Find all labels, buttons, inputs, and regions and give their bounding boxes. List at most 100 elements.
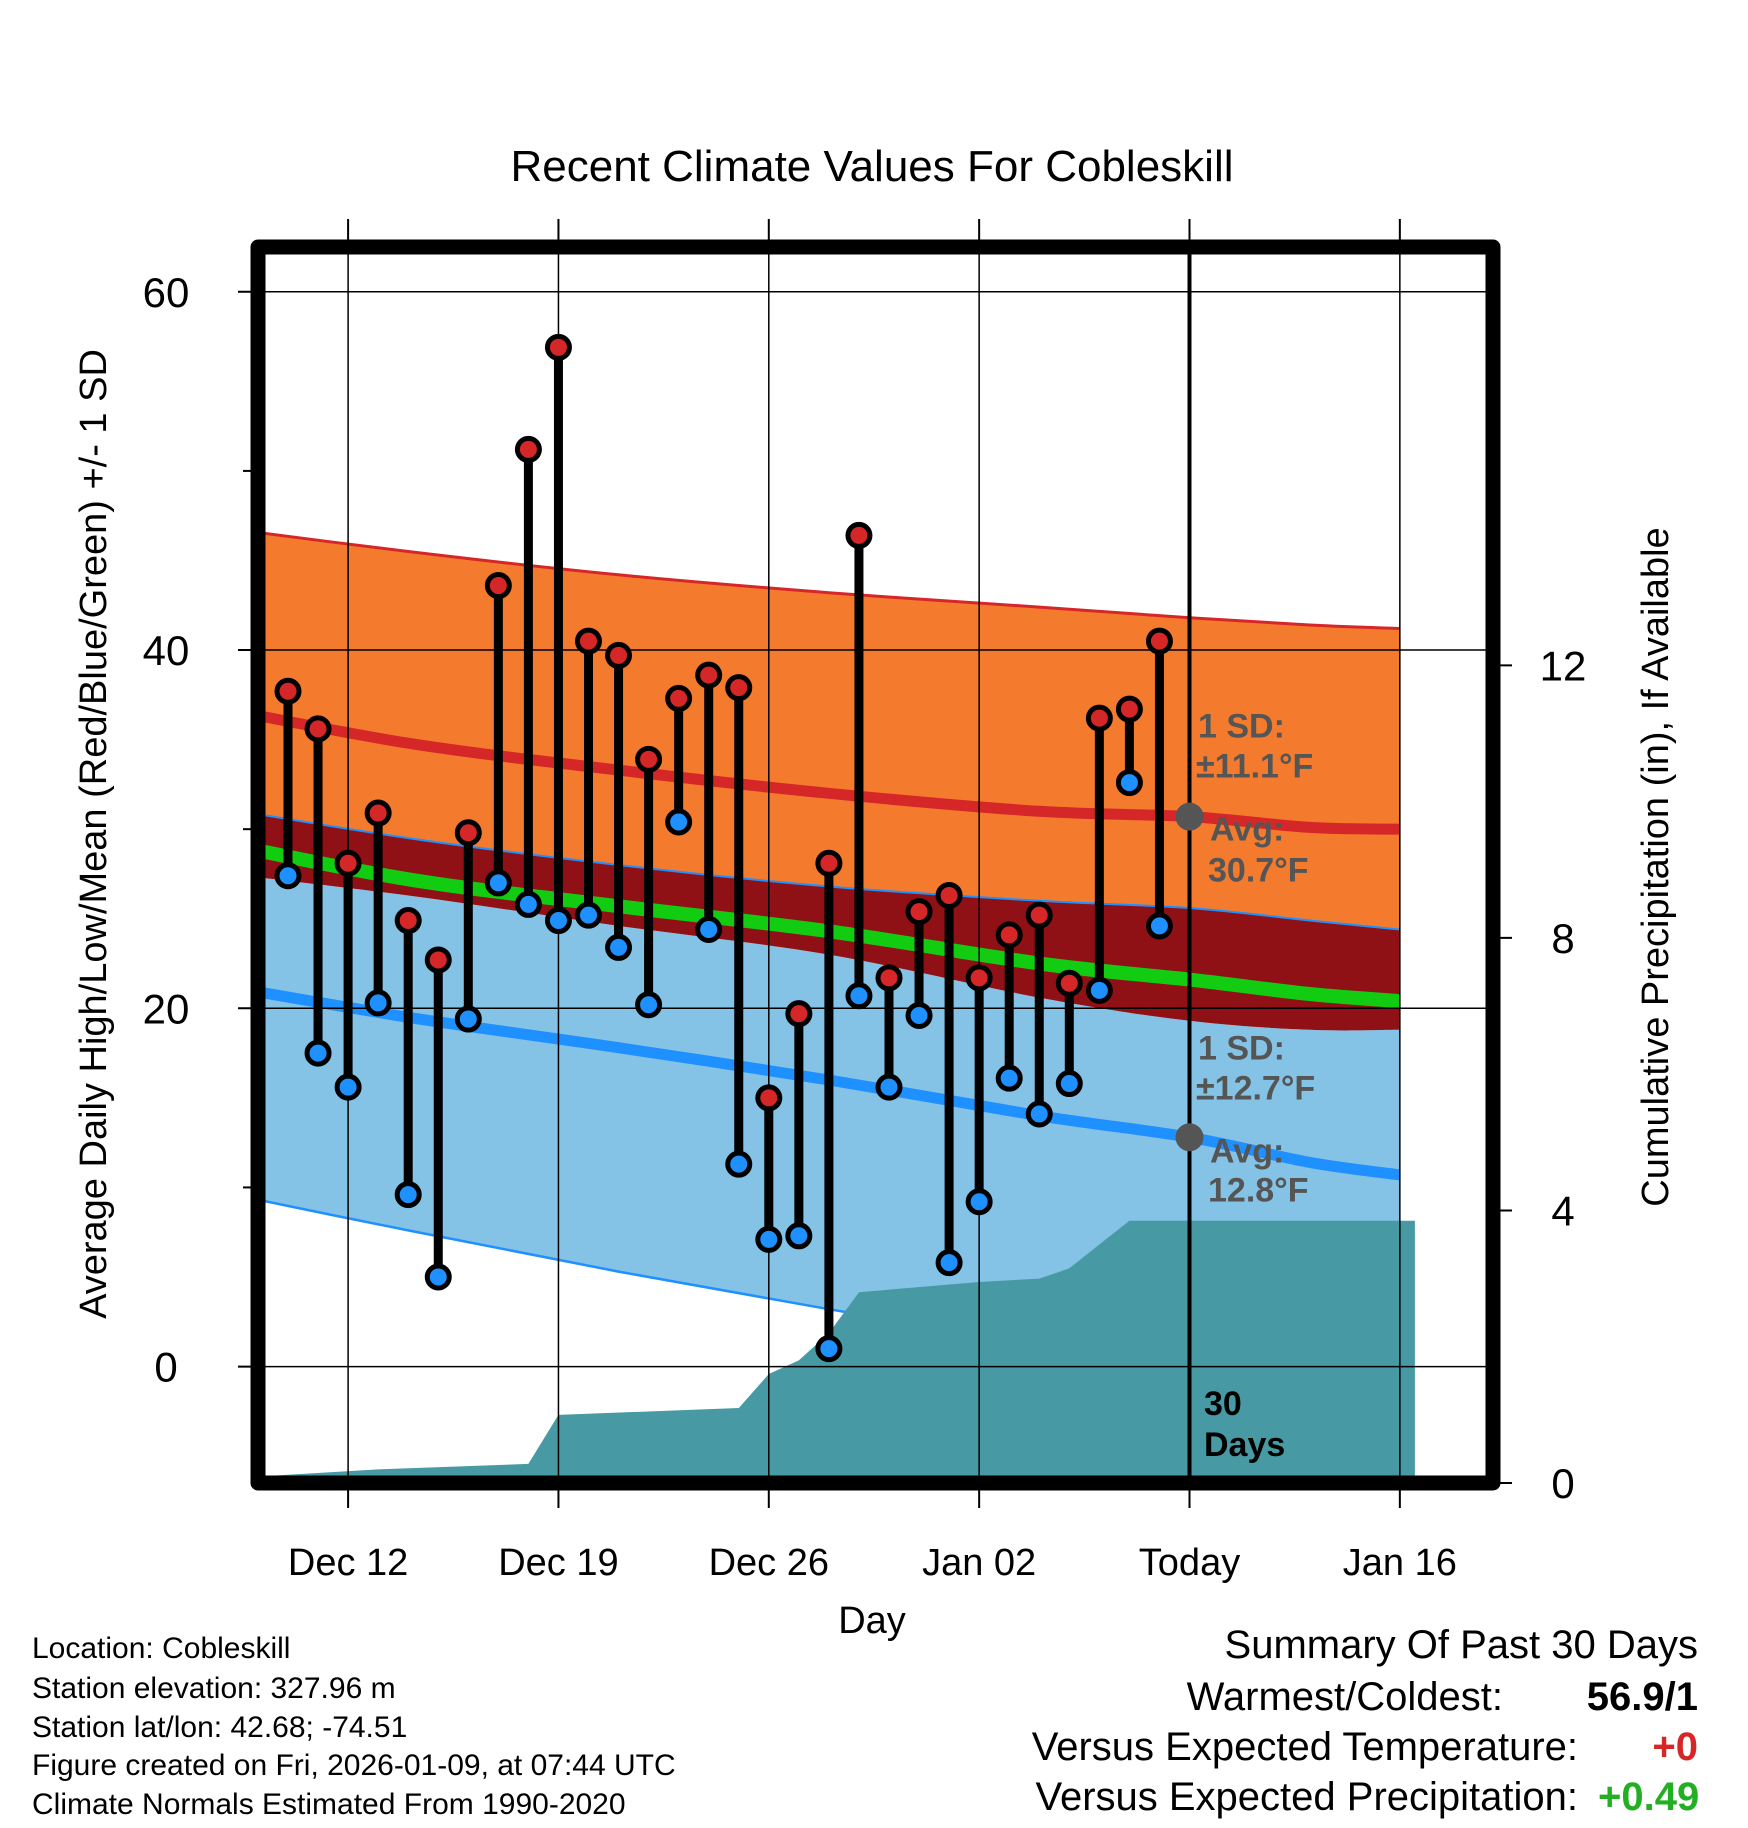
x-tick-label: Today	[1139, 1542, 1240, 1584]
x-tick-label: Dec 12	[288, 1542, 408, 1584]
info-normals: Climate Normals Estimated From 1990-2020	[32, 1788, 626, 1821]
daily-high-point	[875, 964, 903, 992]
daily-low-point	[755, 1225, 783, 1253]
daily-high-point	[1025, 901, 1053, 929]
x-tick-label: Jan 16	[1343, 1542, 1457, 1584]
today-low-avg-marker	[1175, 1123, 1204, 1152]
x-tick-label: Dec 19	[498, 1542, 618, 1584]
daily-high-point	[484, 572, 512, 600]
plot-area	[258, 247, 1493, 1483]
daily-low-point	[1055, 1070, 1083, 1098]
summary-warmest-row: Warmest/Coldest: 56.9/1	[1187, 1675, 1698, 1720]
x-axis-label: Day	[838, 1600, 906, 1642]
daily-low-point	[635, 991, 663, 1019]
y2-axis-label: Cumulative Precipitation (in), If Availa…	[1635, 527, 1677, 1206]
low-avg-label: Avg:	[1210, 1132, 1284, 1170]
high-sd-band	[258, 532, 1400, 930]
today-window-number: 30	[1204, 1385, 1242, 1423]
daily-high-point	[665, 684, 693, 712]
daily-high-point	[544, 333, 572, 361]
summary-temp-value: +0	[1652, 1725, 1698, 1769]
daily-low-point	[1025, 1100, 1053, 1128]
daily-low-point	[785, 1222, 813, 1250]
summary-warmest-label: Warmest/Coldest:	[1186, 1675, 1503, 1719]
y-tick-label: 60	[143, 269, 190, 316]
info-location: Location: Cobleskill	[32, 1632, 291, 1665]
high-sd-label: 1 SD:	[1198, 708, 1285, 746]
daily-high-point	[755, 1084, 783, 1112]
y2-tick-label: 4	[1551, 1187, 1574, 1234]
daily-low-point	[845, 982, 873, 1010]
summary-title: Summary Of Past 30 Days	[1224, 1623, 1698, 1667]
daily-high-point	[424, 946, 452, 974]
summary-temp-row: Versus Expected Temperature: +0	[1032, 1725, 1698, 1770]
daily-low-point	[544, 907, 572, 935]
chart-title: Recent Climate Values For Cobleskill	[510, 142, 1233, 191]
daily-high-point	[725, 674, 753, 702]
daily-low-point	[1085, 976, 1113, 1004]
daily-low-point	[334, 1073, 362, 1101]
daily-low-point	[1115, 769, 1143, 797]
daily-low-point	[394, 1181, 422, 1209]
low-avg-value: 12.8°F	[1208, 1171, 1309, 1209]
daily-high-point	[635, 745, 663, 773]
daily-high-point	[394, 907, 422, 935]
daily-high-point	[334, 849, 362, 877]
daily-high-point	[995, 921, 1023, 949]
summary-precip-value: +0.49	[1598, 1775, 1700, 1819]
daily-high-point	[1055, 969, 1083, 997]
y2-tick-label: 0	[1551, 1460, 1574, 1507]
daily-low-point	[815, 1335, 843, 1363]
y-tick-label: 40	[143, 627, 190, 674]
daily-high-point	[514, 435, 542, 463]
y2-tick-label: 8	[1551, 915, 1574, 962]
daily-low-point	[995, 1064, 1023, 1092]
daily-high-point	[274, 677, 302, 705]
daily-low-point	[965, 1188, 993, 1216]
daily-low-point	[905, 1001, 933, 1029]
daily-low-point	[304, 1039, 332, 1067]
daily-low-point	[875, 1073, 903, 1101]
daily-low-point	[725, 1150, 753, 1178]
daily-low-point	[484, 869, 512, 897]
daily-high-point	[905, 898, 933, 926]
daily-low-point	[935, 1249, 963, 1277]
daily-high-point	[605, 641, 633, 669]
high-avg-label: Avg:	[1210, 811, 1284, 849]
daily-low-point	[424, 1263, 452, 1291]
today-high-avg-marker	[1175, 802, 1204, 831]
daily-high-point	[364, 799, 392, 827]
info-created: Figure created on Fri, 2026-01-09, at 07…	[32, 1749, 676, 1782]
daily-high-point	[845, 521, 873, 549]
y-tick-label: 0	[154, 1344, 177, 1391]
info-elevation: Station elevation: 327.96 m	[32, 1672, 396, 1705]
daily-low-point	[605, 933, 633, 961]
daily-low-point	[454, 1005, 482, 1033]
daily-low-point	[695, 915, 723, 943]
daily-low-point	[514, 890, 542, 918]
daily-high-point	[815, 849, 843, 877]
x-tick-label: Jan 02	[922, 1542, 1036, 1584]
daily-high-point	[1115, 695, 1143, 723]
x-tick-label: Dec 26	[709, 1542, 829, 1584]
y-axis-label: Average Daily High/Low/Mean (Red/Blue/Gr…	[73, 349, 115, 1319]
summary-precip-row: Versus Expected Precipitation: +0.49	[1035, 1775, 1700, 1820]
plot-frame	[250, 239, 1501, 1491]
info-latlon: Station lat/lon: 42.68; -74.51	[32, 1711, 408, 1744]
daily-low-point	[364, 989, 392, 1017]
daily-high-point	[1085, 704, 1113, 732]
daily-high-point	[575, 627, 602, 655]
high-avg-value: 30.7°F	[1208, 852, 1309, 890]
daily-low-point	[665, 808, 693, 836]
daily-high-point	[304, 715, 332, 743]
daily-high-point	[454, 819, 482, 847]
summary-warmest-value: 56.9/1	[1586, 1675, 1698, 1719]
normal-mean-line	[258, 843, 1401, 1009]
daily-low-point	[1145, 912, 1173, 940]
high-sd-value: ±11.1°F	[1196, 748, 1313, 786]
daily-high-point	[935, 881, 963, 909]
y2-tick-label: 12	[1540, 642, 1587, 689]
daily-low-point	[274, 862, 302, 890]
low-sd-label: 1 SD:	[1198, 1029, 1285, 1067]
daily-high-point	[965, 964, 993, 992]
